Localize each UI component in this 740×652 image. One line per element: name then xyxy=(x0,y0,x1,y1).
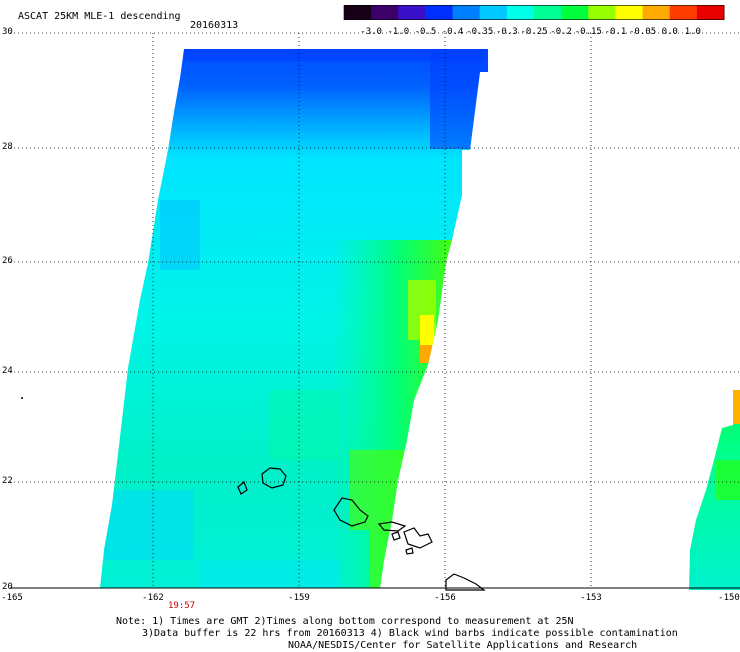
island-kauai xyxy=(261,467,287,489)
note-line-1: Note: 1) Times are GMT 2)Times along bot… xyxy=(116,616,574,627)
colorbar-label: -0.05 xyxy=(629,27,657,37)
colorbar-label: -0.3 xyxy=(496,27,518,37)
colorbar-swatch xyxy=(479,5,508,20)
island-kahoolawe xyxy=(405,547,414,555)
colorbar-swatch xyxy=(398,5,426,20)
lat-label: 28 xyxy=(2,142,13,152)
lon-label: -150 xyxy=(718,593,740,603)
lat-label: 30 xyxy=(2,27,13,37)
lon-label: -156 xyxy=(434,593,456,603)
swath-east xyxy=(689,390,740,590)
colorbar-swatch xyxy=(506,5,535,20)
colorbar-label: -1.0 xyxy=(387,27,410,37)
colorbar-swatch xyxy=(669,5,698,20)
lat-label: 20 xyxy=(2,582,13,592)
colorbar-label: -0.5 xyxy=(414,27,437,37)
colorbar-swatch xyxy=(696,5,725,20)
colorbar-label: 0.0 xyxy=(661,27,678,37)
colorbar-swatch xyxy=(425,5,454,20)
colorbar-swatch xyxy=(534,5,562,20)
lat-label: 22 xyxy=(2,476,13,486)
colorbar xyxy=(343,5,725,20)
note-line-2: 3)Data buffer is 22 hrs from 20160313 4)… xyxy=(142,628,678,639)
island-lanai xyxy=(391,531,401,541)
map-date: 20160313 xyxy=(190,20,239,31)
colorbar-label: 1.0 xyxy=(684,27,701,37)
colorbar-label: -0.2 xyxy=(550,27,572,37)
island-hawaii xyxy=(445,573,486,591)
colorbar-swatch xyxy=(452,5,481,20)
colorbar-swatch xyxy=(588,5,616,20)
colorbar-label: -0.15 xyxy=(574,27,602,37)
colorbar-swatch xyxy=(615,5,644,20)
map-title: ASCAT 25KM MLE-1 descending xyxy=(18,11,181,22)
lat-label: 24 xyxy=(2,366,13,376)
note-line-3: NOAA/NESDIS/Center for Satellite Applica… xyxy=(288,640,638,651)
colorbar-swatch xyxy=(344,5,372,20)
colorbar-label: -0.1 xyxy=(604,27,627,37)
dot-marker xyxy=(21,397,23,399)
lon-label: -162 xyxy=(142,593,164,603)
lat-label: 26 xyxy=(2,256,13,266)
lon-label: -165 xyxy=(1,593,23,603)
island-niihau xyxy=(237,480,248,495)
colorbar-swatch xyxy=(371,5,399,20)
swath-time-label: 19:57 xyxy=(168,601,196,611)
colorbar-label: -0.35 xyxy=(466,27,494,37)
colorbar-label: -0.4 xyxy=(441,27,464,37)
graticule xyxy=(10,32,740,588)
colorbar-swatch xyxy=(642,5,671,20)
lon-label: -159 xyxy=(288,593,310,603)
lon-label: -153 xyxy=(580,593,602,603)
island-maui xyxy=(403,527,433,549)
colorbar-label: -0.25 xyxy=(520,27,548,37)
swath-main xyxy=(100,49,488,588)
island-oahu xyxy=(333,497,369,527)
colorbar-label: -3.0 xyxy=(360,27,382,37)
island-molokai xyxy=(377,521,407,532)
coastlines xyxy=(237,467,486,591)
colorbar-swatch xyxy=(561,5,589,20)
